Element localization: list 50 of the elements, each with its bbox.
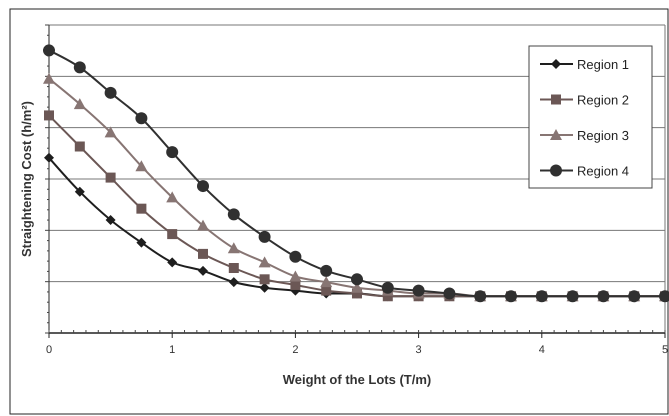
point	[43, 44, 55, 56]
point	[74, 98, 86, 110]
point	[74, 142, 85, 152]
point	[136, 204, 146, 214]
x-tick-label: 2	[292, 344, 298, 356]
point	[135, 160, 148, 172]
point	[166, 191, 178, 202]
point	[167, 257, 178, 268]
point	[104, 126, 117, 138]
point	[104, 86, 117, 99]
point	[43, 72, 55, 84]
x-tick-label: 0	[46, 344, 52, 356]
point	[228, 242, 240, 254]
x-tick-label: 4	[538, 344, 545, 356]
point	[106, 172, 116, 183]
point	[197, 220, 209, 231]
point	[44, 110, 54, 120]
point	[198, 266, 208, 276]
point	[351, 273, 363, 286]
point	[74, 186, 85, 197]
point	[167, 229, 178, 240]
point	[320, 264, 332, 277]
point	[198, 248, 208, 259]
legend-label: Region 1	[577, 57, 630, 72]
point	[260, 274, 270, 284]
point	[44, 152, 54, 163]
point	[228, 208, 240, 220]
point	[258, 230, 271, 243]
point	[228, 277, 239, 288]
x-tick-label: 3	[416, 344, 422, 356]
point	[74, 61, 86, 74]
point	[166, 146, 178, 158]
y-axis-title: Straightening Cost (h/m²)	[19, 101, 34, 257]
point	[289, 250, 302, 263]
point	[197, 180, 209, 192]
point	[289, 270, 302, 282]
point	[320, 276, 332, 288]
point	[228, 263, 239, 274]
x-axis-title: Weight of the Lots (T/m)	[282, 372, 432, 387]
point	[135, 112, 148, 124]
x-tick-label: 1	[169, 344, 176, 356]
legend-label: Region 3	[577, 128, 630, 143]
legend-label: Region 2	[577, 92, 630, 108]
point	[136, 238, 146, 248]
legend-label: Region 4	[577, 164, 630, 178]
point	[258, 256, 271, 268]
point	[382, 282, 394, 294]
point	[106, 214, 116, 225]
point	[412, 284, 425, 297]
point	[260, 282, 270, 293]
